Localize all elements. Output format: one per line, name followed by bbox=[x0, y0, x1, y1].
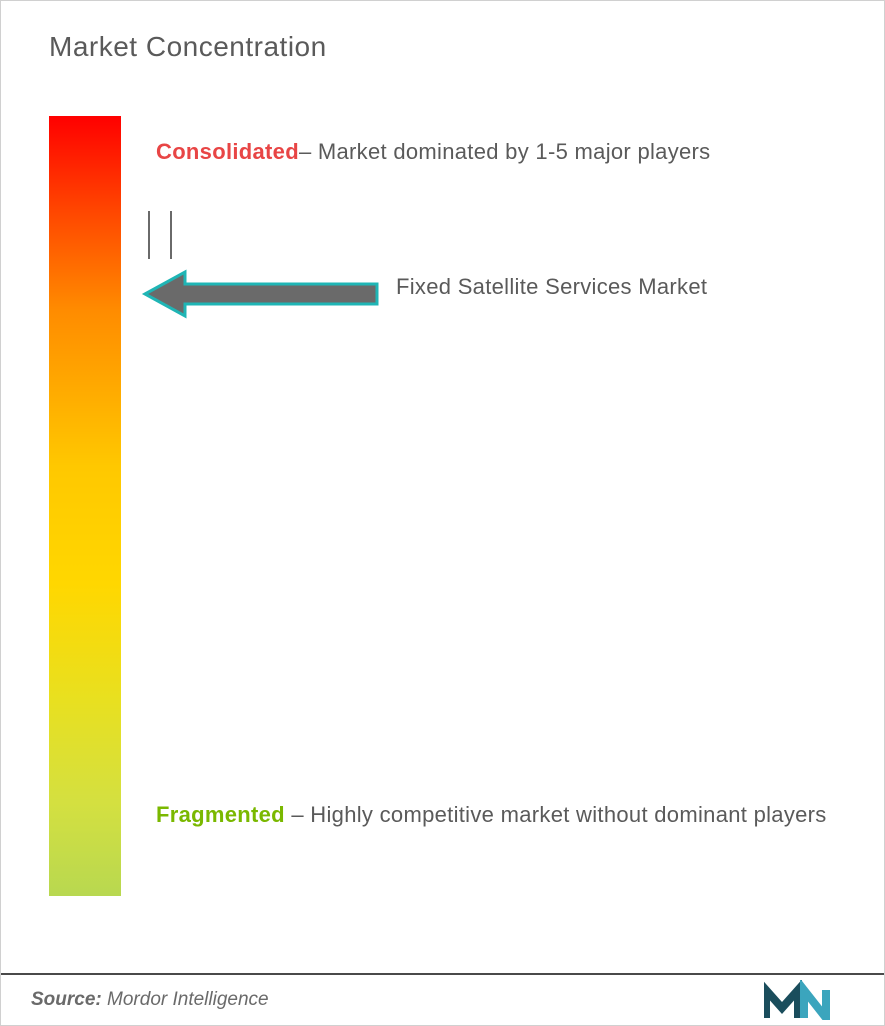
consolidated-label: Consolidated bbox=[156, 139, 299, 164]
marker-lines bbox=[146, 211, 186, 261]
concentration-gradient-bar bbox=[49, 116, 121, 896]
consolidated-section: Consolidated– Market dominated by 1-5 ma… bbox=[156, 126, 806, 179]
source-label: Source: Mordor Intelligence bbox=[31, 989, 269, 1011]
footer: Source: Mordor Intelligence bbox=[1, 973, 884, 1025]
logo-svg bbox=[764, 980, 854, 1020]
fragmented-description: – Highly competitive market without domi… bbox=[285, 802, 827, 827]
market-name-label: Fixed Satellite Services Market bbox=[396, 269, 707, 304]
fragmented-section: Fragmented – Highly competitive market w… bbox=[156, 789, 836, 842]
fragmented-label: Fragmented bbox=[156, 802, 285, 827]
arrow-pointer bbox=[141, 266, 381, 327]
consolidated-description: – Market dominated by 1-5 major players bbox=[299, 139, 711, 164]
marker-lines-svg bbox=[146, 211, 186, 261]
page-title: Market Concentration bbox=[49, 31, 327, 63]
arrow-svg bbox=[141, 266, 381, 322]
infographic-container: Market Concentration Consolidated– Marke… bbox=[0, 0, 885, 1026]
source-prefix: Source: bbox=[31, 989, 102, 1010]
gradient-bar-svg bbox=[49, 116, 121, 896]
company-logo bbox=[764, 980, 854, 1020]
source-name: Mordor Intelligence bbox=[102, 989, 269, 1010]
